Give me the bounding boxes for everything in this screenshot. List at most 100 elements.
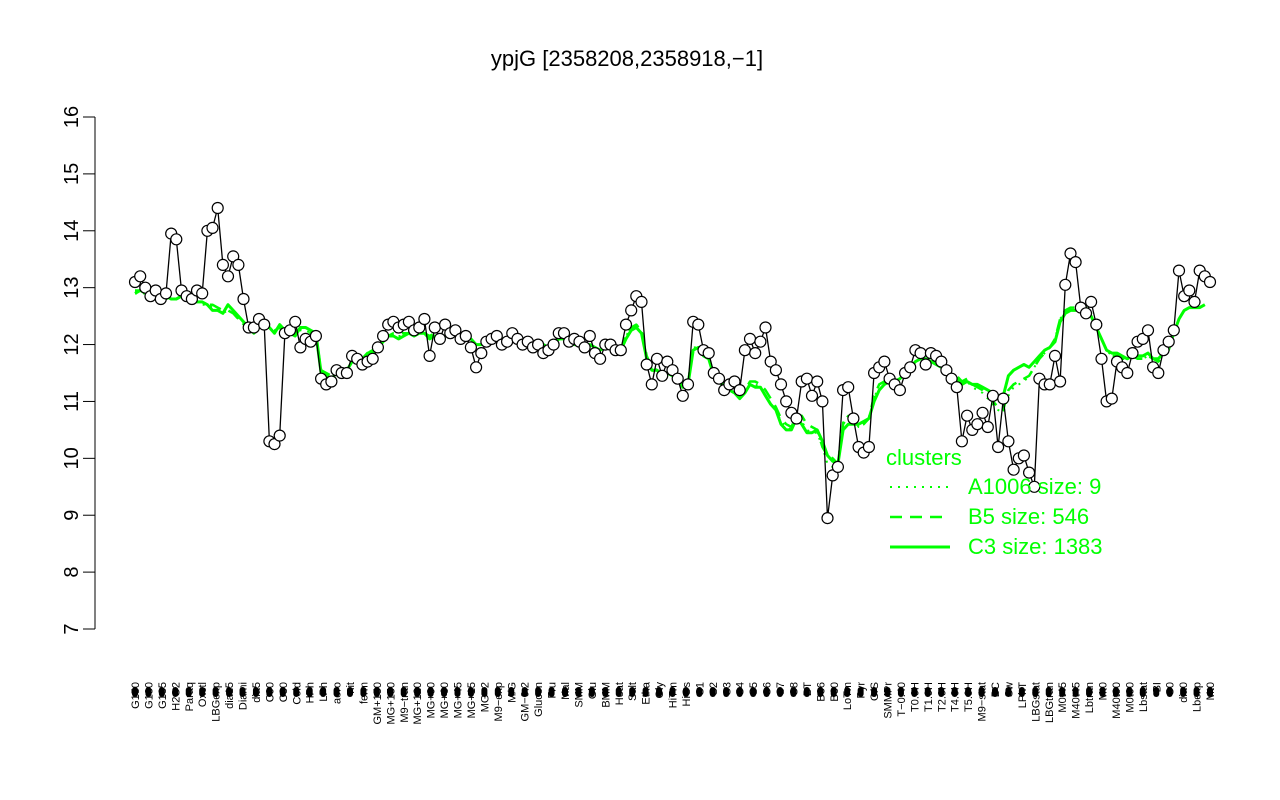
data-point-185 — [1079, 307, 1093, 320]
x-tick-label: T5.0H — [963, 682, 975, 712]
data-point-193 — [1121, 366, 1134, 380]
data-point-183 — [1069, 256, 1082, 269]
data-point-100 — [640, 358, 653, 371]
data-point-7 — [159, 287, 173, 300]
data-point-179 — [1048, 349, 1062, 362]
x-tick-label: G180 — [143, 682, 155, 709]
data-point-160 — [950, 381, 963, 394]
data-point-108 — [681, 378, 695, 391]
x-tick-label: Oxctl — [197, 682, 209, 707]
data-point-49 — [377, 329, 390, 343]
x-tick-label: S6 — [762, 682, 774, 695]
data-point-26 — [258, 318, 271, 331]
x-axis: G150 G180 G135 H2O2 Paraq Oxctl LBGexp dia15 Dia… — [130, 681, 1217, 724]
x-tick-label: T4.0H — [950, 682, 962, 712]
x-tick-label: B36 — [815, 682, 827, 702]
x-tick-label: Glucon — [533, 682, 545, 717]
x-tick-label: M40t90 — [1111, 682, 1123, 719]
data-point-205 — [1183, 284, 1196, 297]
y-tick-label: 7 — [61, 623, 83, 634]
data-point-114 — [712, 372, 726, 385]
x-tick-label: Glu — [587, 682, 599, 699]
x-tick-label: HPh — [305, 682, 317, 703]
data-point-164 — [971, 418, 984, 431]
data-point-66 — [464, 341, 477, 354]
data-point-133 — [811, 375, 824, 388]
data-point-65 — [459, 329, 472, 343]
data-point-9 — [170, 233, 183, 246]
data-point-99 — [635, 295, 648, 308]
x-tick-label: LBGstat — [1030, 682, 1042, 722]
data-point-135 — [821, 511, 834, 525]
y-tick-label: 12 — [61, 333, 83, 355]
x-tick-label: Sw — [1003, 682, 1015, 697]
x-tick-label: Cold — [291, 682, 303, 705]
data-point-19 — [221, 270, 235, 283]
x-tick-label: M0t45 — [1057, 682, 1069, 713]
y-tick-label: 9 — [61, 510, 83, 521]
x-tick-label: S7 — [775, 682, 787, 695]
data-point-140 — [847, 412, 860, 425]
data-point-203 — [1172, 264, 1186, 277]
x-tick-label: Pyr — [856, 682, 868, 699]
data-point-186 — [1084, 295, 1098, 308]
data-point-125 — [769, 364, 783, 377]
y-axis: 7 8 9 10 11 12 13 14 15 16 — [61, 106, 96, 635]
data-point-68 — [475, 347, 488, 360]
data-point-173 — [1017, 449, 1031, 462]
data-point-60 — [433, 332, 446, 345]
data-point-126 — [774, 378, 788, 391]
data-point-57 — [418, 312, 431, 326]
data-point-201 — [1162, 335, 1175, 348]
x-tick-label: MG+60 — [439, 682, 451, 718]
data-point-82 — [547, 338, 560, 351]
x-tick-label: GM−0.2 — [520, 682, 532, 721]
data-point-206 — [1188, 295, 1201, 308]
data-point-171 — [1007, 463, 1020, 476]
data-point-170 — [1002, 435, 1015, 448]
y-tick-label: 16 — [61, 106, 83, 128]
x-tick-label: MG+45 — [453, 682, 465, 718]
data-point-188 — [1095, 352, 1108, 365]
legend-label: A1006 size: 9 — [968, 474, 1101, 499]
data-point-42 — [340, 366, 353, 380]
y-tick-label: 13 — [61, 277, 83, 299]
data-point-149 — [893, 384, 907, 397]
data-point-17 — [211, 201, 224, 215]
data-point-202 — [1167, 324, 1180, 337]
x-tick-label: BI — [1151, 682, 1163, 692]
data-point-107 — [676, 389, 689, 402]
x-tick-label: LoTm — [842, 682, 854, 710]
x-tick-label: M0t90 — [1124, 682, 1136, 713]
x-tick-label: Gly — [654, 682, 666, 699]
x-tick-label: S3 — [721, 682, 733, 695]
x-tick-label: aero — [332, 682, 344, 704]
x-tick-label: Heat — [614, 682, 626, 705]
x-tick-label: M40t45 — [1071, 682, 1083, 719]
x-tick-label: T0.0H — [909, 682, 921, 712]
data-point-67 — [470, 361, 483, 374]
data-point-174 — [1022, 466, 1036, 479]
x-tick-label: SMMPr — [883, 682, 895, 719]
y-tick-label: 11 — [61, 391, 83, 412]
x-tick-label: Lbexp — [1192, 682, 1204, 712]
data-point-167 — [986, 389, 1000, 402]
data-point-119 — [738, 344, 752, 357]
x-tick-label: S2 — [708, 682, 720, 695]
data-point-154 — [919, 358, 932, 371]
data-point-121 — [749, 347, 762, 360]
legend: clusters A1006 size: 9 B5 size: 546 C3 siz… — [886, 445, 1103, 559]
data-point-112 — [702, 347, 715, 360]
data-point-97 — [625, 304, 638, 317]
data-point-127 — [780, 395, 793, 408]
x-tick-label: MG+90 — [426, 682, 438, 718]
legend-label: B5 size: 546 — [968, 504, 1089, 529]
x-tick-label: Salt — [627, 682, 639, 701]
x-tick-label: S5 — [748, 682, 760, 695]
data-point-122 — [754, 335, 767, 348]
x-tick-label: M/G — [506, 682, 518, 703]
x-tick-label: dia0 — [1178, 682, 1190, 703]
data-point-209 — [1203, 275, 1217, 289]
x-tick-label: HiTm — [668, 682, 680, 708]
